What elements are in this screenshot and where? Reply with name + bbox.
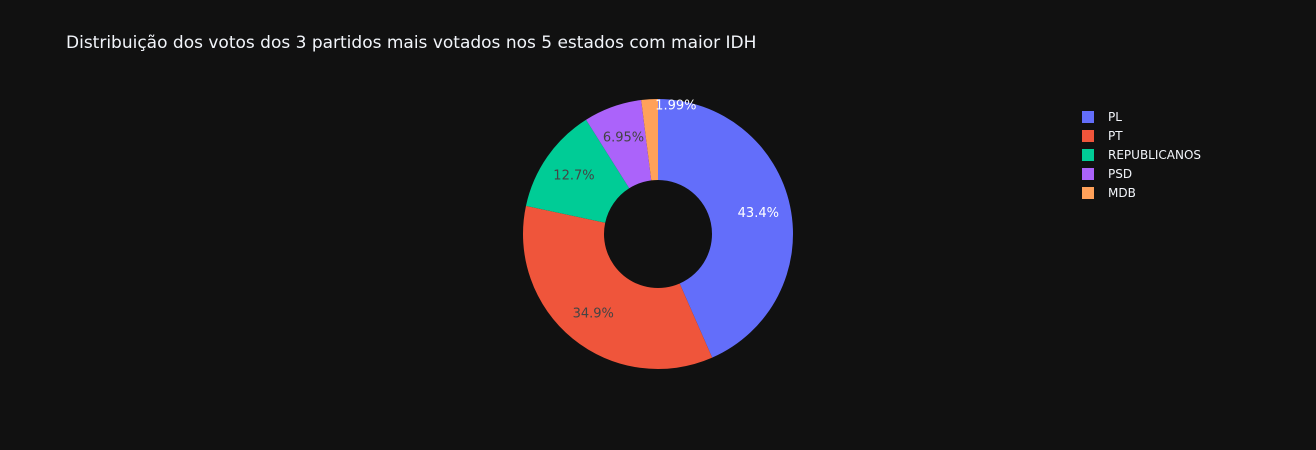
legend-swatch-pt — [1082, 129, 1094, 142]
legend-label-pl: PL — [1108, 109, 1122, 124]
slice-label-pl: 43.4% — [738, 206, 779, 221]
donut-slice-labels: 43.4% 34.9% 12.7% 6.95% 1.99% — [553, 98, 779, 321]
slice-label-mdb: 1.99% — [655, 98, 696, 113]
slice-label-pt: 34.9% — [573, 306, 614, 321]
slice-label-psd: 6.95% — [603, 130, 644, 145]
slice-pt[interactable] — [523, 205, 713, 369]
legend-label-mdb: MDB — [1108, 185, 1136, 200]
legend-swatch-pl — [1082, 110, 1094, 123]
legend-swatch-republicanos — [1082, 148, 1094, 161]
legend-swatch-psd — [1082, 167, 1094, 180]
slice-republicanos[interactable] — [525, 119, 630, 223]
legend-label-republicanos: REPUBLICANOS — [1108, 147, 1202, 162]
slice-label-republicanos: 12.7% — [553, 168, 594, 183]
slice-psd[interactable] — [586, 100, 652, 189]
donut-slices — [523, 99, 793, 369]
legend-item-psd[interactable]: PSD — [1082, 164, 1201, 183]
legend-item-republicanos[interactable]: REPUBLICANOS — [1082, 145, 1201, 164]
legend-label-pt: PT — [1108, 128, 1123, 143]
legend: PL PT REPUBLICANOS PSD MDB — [1082, 107, 1201, 202]
slice-mdb[interactable] — [641, 99, 658, 181]
legend-swatch-mdb — [1082, 186, 1094, 199]
legend-item-pt[interactable]: PT — [1082, 126, 1201, 145]
legend-item-pl[interactable]: PL — [1082, 107, 1201, 126]
slice-pl[interactable] — [658, 99, 793, 358]
legend-label-psd: PSD — [1108, 166, 1133, 181]
legend-item-mdb[interactable]: MDB — [1082, 183, 1201, 202]
chart-title: Distribuição dos votos dos 3 partidos ma… — [66, 33, 757, 53]
